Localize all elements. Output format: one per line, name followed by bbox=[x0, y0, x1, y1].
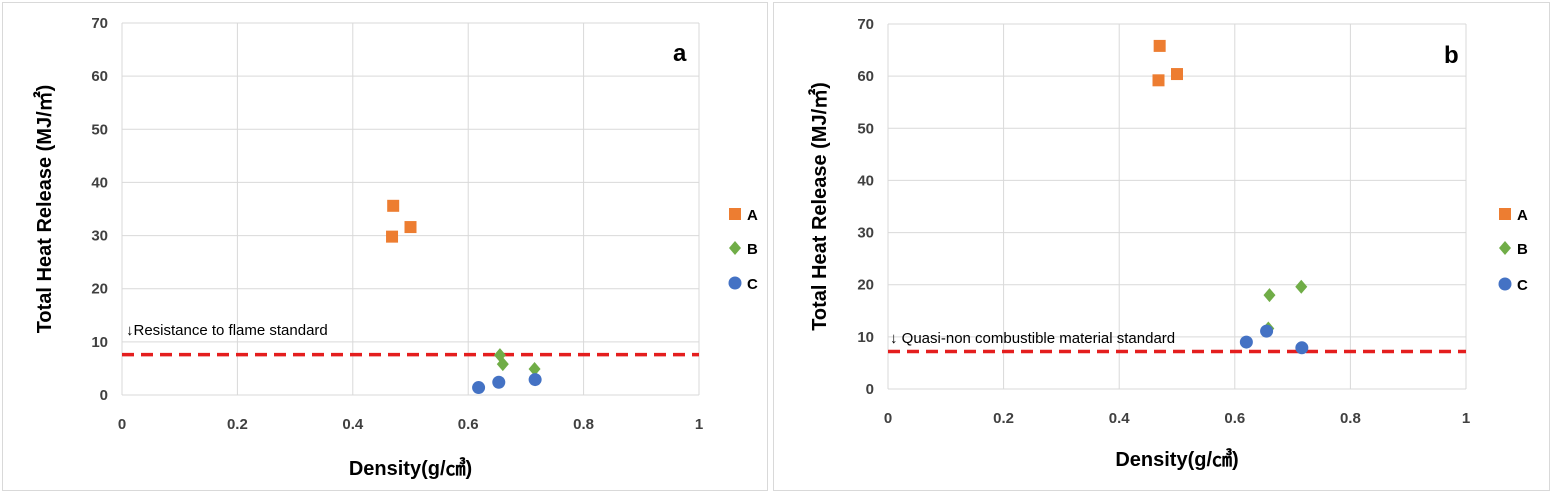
y-tick-label: 0 bbox=[100, 387, 108, 404]
legend-label-a: A bbox=[1517, 207, 1528, 224]
y-tick-label: 50 bbox=[857, 120, 874, 137]
y-tick-label: 0 bbox=[866, 381, 874, 398]
legend-label-c: C bbox=[747, 276, 758, 293]
data-point-series-a bbox=[387, 199, 400, 212]
x-tick-label: 0.4 bbox=[1109, 410, 1131, 427]
data-point-series-a bbox=[1152, 74, 1165, 87]
panel-tag: a bbox=[673, 40, 687, 67]
x-tick-label: 0.6 bbox=[1224, 410, 1245, 427]
data-point-series-a bbox=[1153, 39, 1166, 52]
legend-marker-b bbox=[729, 241, 741, 255]
data-point-series-b bbox=[496, 357, 509, 372]
y-tick-label: 40 bbox=[857, 172, 874, 189]
y-tick-label: 20 bbox=[91, 281, 108, 298]
chart-panel-b: 0 10 20 30 40 50 60 70 0 0.2 0.4 0.6 0.8 1 Density(g/㎤… bbox=[773, 2, 1550, 491]
x-tick-label: 0.2 bbox=[227, 416, 248, 433]
legend-label-a: A bbox=[747, 207, 758, 224]
x-tick-label: 0.8 bbox=[573, 416, 594, 433]
standard-annotation: ↓ Quasi-non combustible material standar… bbox=[890, 330, 1175, 347]
chart-b-svg: 0 10 20 30 40 50 60 70 0 0.2 0.4 0.6 0.8 1 Density(g/㎤… bbox=[807, 16, 1528, 471]
chart-a-svg: 0 10 20 30 40 50 60 70 0 0.2 0.4 0.6 0.8 1 Density(g/㎤… bbox=[32, 15, 758, 480]
legend-marker-a bbox=[729, 208, 741, 220]
x-tick-label: 1 bbox=[695, 416, 703, 433]
data-point-series-c bbox=[1260, 324, 1274, 338]
x-tick-label: 0.4 bbox=[342, 416, 364, 433]
legend-marker-c bbox=[728, 276, 742, 290]
data-point-series-c bbox=[1239, 335, 1253, 349]
data-point-series-c bbox=[1295, 341, 1309, 355]
panel-tag: b bbox=[1444, 42, 1459, 69]
x-tick-label: 1 bbox=[1462, 410, 1470, 427]
x-tick-label: 0.6 bbox=[458, 416, 479, 433]
data-point-series-c bbox=[472, 381, 486, 395]
legend-marker-c bbox=[1498, 277, 1512, 291]
y-axis-title: Total Heat Release (MJ/㎡) bbox=[807, 82, 831, 331]
x-tick-label: 0 bbox=[118, 416, 126, 433]
y-tick-label: 50 bbox=[91, 121, 108, 138]
x-tick-label: 0 bbox=[884, 410, 892, 427]
y-tick-label: 30 bbox=[91, 228, 108, 245]
x-axis-title: Density(g/㎤) bbox=[1115, 447, 1238, 471]
y-tick-label: 20 bbox=[857, 277, 874, 294]
data-point-series-a bbox=[404, 221, 417, 234]
y-tick-label: 60 bbox=[91, 68, 108, 85]
y-tick-label: 10 bbox=[91, 334, 108, 351]
data-point-series-c bbox=[528, 373, 542, 387]
legend-label-b: B bbox=[1517, 241, 1528, 258]
x-tick-label: 0.2 bbox=[993, 410, 1014, 427]
standard-annotation: ↓Resistance to flame standard bbox=[126, 322, 328, 339]
x-axis-title: Density(g/㎤) bbox=[349, 456, 472, 480]
data-point-series-a bbox=[386, 230, 399, 243]
legend-marker-b bbox=[1499, 241, 1511, 255]
chart-panel-a: 0 10 20 30 40 50 60 70 0 0.2 0.4 0.6 0.8 1 Density(g/㎤… bbox=[2, 2, 768, 491]
y-tick-label: 10 bbox=[857, 329, 874, 346]
y-tick-label: 70 bbox=[857, 16, 874, 33]
data-point-series-b bbox=[528, 361, 541, 376]
x-tick-label: 0.8 bbox=[1340, 410, 1361, 427]
y-tick-label: 30 bbox=[857, 225, 874, 242]
legend-label-b: B bbox=[747, 241, 758, 258]
y-tick-label: 40 bbox=[91, 174, 108, 191]
legend-marker-a bbox=[1499, 208, 1511, 220]
data-point-series-b bbox=[1295, 279, 1308, 294]
data-point-series-c bbox=[492, 375, 506, 389]
y-axis-title: Total Heat Release (MJ/㎡) bbox=[32, 85, 56, 334]
data-point-series-b bbox=[1263, 288, 1276, 303]
y-tick-label: 60 bbox=[857, 68, 874, 85]
legend-label-c: C bbox=[1517, 277, 1528, 294]
y-tick-label: 70 bbox=[91, 15, 108, 32]
data-point-series-a bbox=[1171, 68, 1183, 81]
